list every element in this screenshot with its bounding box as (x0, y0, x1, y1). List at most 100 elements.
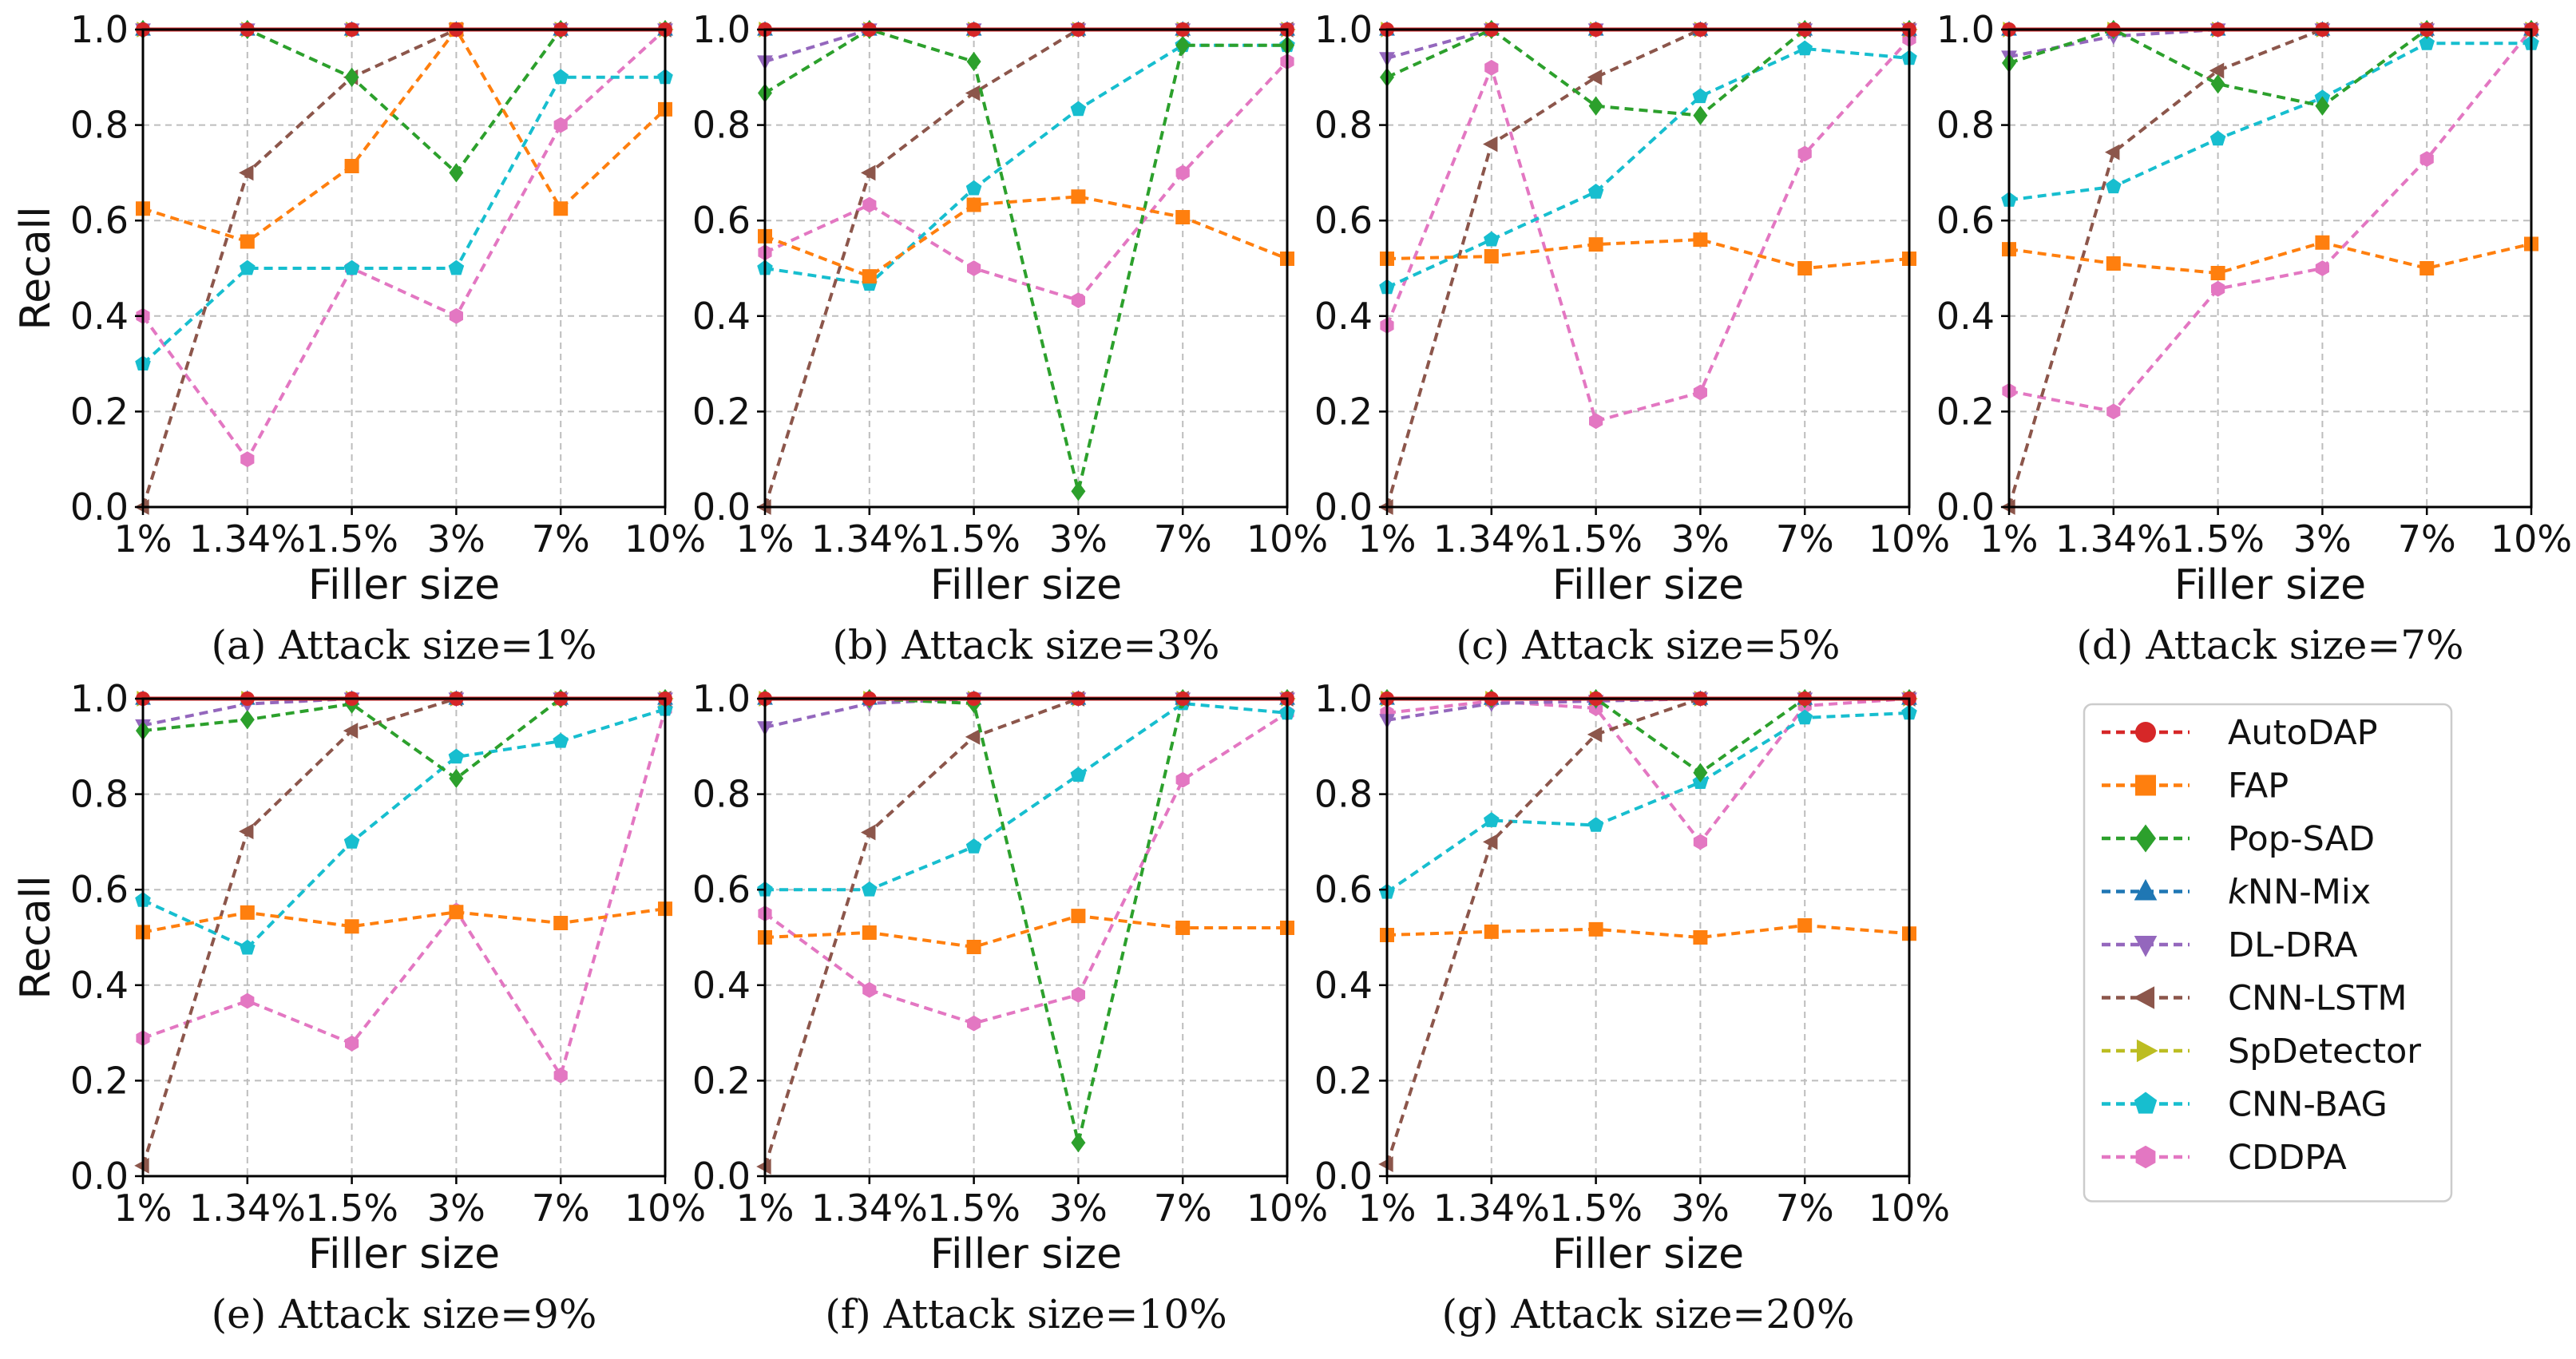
series-line (1385, 28, 1909, 508)
series-cddpa (758, 53, 1294, 308)
data-point (1693, 930, 1708, 945)
y-tick-label: 0.6 (1314, 199, 1373, 242)
series-line (142, 907, 666, 934)
x-tick-label: 10% (1246, 517, 1328, 561)
data-point (1692, 88, 1709, 104)
data-point (1797, 918, 1813, 933)
data-point (1587, 69, 1603, 85)
series-pop-sad (758, 19, 1294, 501)
series-line (1386, 27, 1909, 117)
y-tick-label: 0.4 (70, 964, 129, 1007)
chart-panel: 1% 1.34% 1.5% 3% 7% 10% 0.0 0.2 0.4 0.6 0.8 1.0 Fill… (692, 677, 1328, 1337)
subfigure-caption: (d) Attack size=7% (2076, 622, 2463, 668)
series-pop-sad (136, 19, 672, 183)
data-point (861, 164, 876, 181)
y-axis-label: Recall (12, 206, 60, 330)
y-axis-label: Recall (12, 875, 60, 999)
data-point (240, 905, 255, 920)
series-cnn-bag (1379, 704, 1917, 899)
y-tick-label: 0.2 (1936, 390, 1995, 433)
x-tick-label: 1.5% (927, 1187, 1020, 1230)
x-tick-label: 3% (427, 517, 485, 561)
series-line (765, 697, 1287, 1143)
series-line (1385, 711, 1910, 893)
plot-frame (141, 697, 667, 1178)
data-point (134, 1157, 149, 1174)
legend-item-fap: FAP (2102, 767, 2289, 806)
y-tick-label: 0.8 (70, 773, 129, 816)
data-point (2106, 256, 2121, 271)
y-tick-label: 0.2 (692, 390, 751, 433)
y-tick-label: 0.4 (1936, 295, 1995, 338)
grid (1386, 29, 1910, 508)
data-point (1175, 164, 1190, 181)
x-tick-label: 10% (2491, 517, 2572, 561)
legend-label: AutoDAP (2228, 713, 2378, 753)
data-point (449, 768, 464, 789)
grid (764, 29, 1288, 508)
x-axis-label: Filler size (308, 561, 500, 609)
legend-marker (2136, 1039, 2158, 1063)
legend-label: CDDPA (2228, 1138, 2347, 1178)
series-line (1386, 28, 1909, 60)
x-tick-label: 10% (1869, 1187, 1950, 1230)
series-fap (1380, 232, 1916, 275)
plot-frame (1385, 697, 1911, 1178)
y-tick-label: 1.0 (70, 677, 129, 720)
x-tick-label: 1% (1980, 517, 2039, 561)
series-line (141, 697, 665, 1167)
y-tick-label: 0.0 (1936, 485, 1995, 529)
data-point (448, 260, 465, 275)
legend-marker (2133, 986, 2155, 1009)
series-line (142, 26, 667, 244)
data-point (967, 260, 981, 276)
series-line (764, 697, 1287, 729)
series-line (2008, 42, 2531, 202)
series-cddpa (136, 22, 672, 468)
series-cddpa (136, 701, 672, 1084)
data-point (1175, 921, 1191, 936)
data-point (448, 748, 465, 764)
chart-panel: 1% 1.34% 1.5% 3% 7% 10% 0.0 0.2 0.4 0.6 0.8 1.0 Fill… (1314, 677, 1950, 1337)
x-tick-label: 1.5% (305, 1187, 398, 1230)
data-point (2106, 403, 2121, 420)
data-point (965, 85, 981, 101)
y-tick-label: 0.6 (70, 199, 129, 242)
chart-panel: 1% 1.34% 1.5% 3% 7% 10% 0.0 0.2 0.4 0.6 0.8 1.0 Fill… (692, 8, 1328, 668)
x-tick-label: 1.5% (1549, 1187, 1643, 1230)
series-line (765, 701, 1288, 892)
x-tick-label: 1.34% (2055, 517, 2172, 561)
y-tick-label: 0.4 (1314, 295, 1373, 338)
legend-label: Pop-SAD (2228, 819, 2375, 859)
data-point (1693, 384, 1707, 401)
data-point (965, 728, 981, 745)
data-point (553, 732, 569, 748)
subfigure-caption: (g) Attack size=20% (1442, 1291, 1855, 1337)
data-point (965, 180, 982, 196)
x-tick-label: 7% (1776, 1187, 1834, 1230)
x-tick-label: 1% (1358, 1187, 1417, 1230)
data-point (1175, 771, 1190, 788)
x-tick-label: 3% (427, 1187, 485, 1230)
x-tick-label: 7% (532, 1187, 590, 1230)
data-point (862, 981, 877, 998)
series-cnn-bag (757, 37, 1295, 291)
x-tick-label: 3% (1049, 517, 1108, 561)
legend-marker (2135, 824, 2156, 853)
data-point (1071, 986, 1085, 1003)
data-point (965, 838, 982, 854)
series-cnn-lstm (756, 22, 1294, 515)
data-point (240, 260, 256, 275)
data-point (1071, 1132, 1086, 1153)
series-fap (758, 909, 1294, 954)
data-point (1378, 1156, 1393, 1172)
x-tick-label: 1.34% (189, 1187, 306, 1230)
data-point (343, 834, 360, 849)
x-tick-label: 1% (736, 517, 795, 561)
data-point (240, 451, 255, 468)
data-point (2210, 265, 2225, 280)
series-cddpa (1380, 31, 1916, 430)
x-tick-label: 7% (1776, 517, 1834, 561)
data-point (1175, 35, 1191, 55)
